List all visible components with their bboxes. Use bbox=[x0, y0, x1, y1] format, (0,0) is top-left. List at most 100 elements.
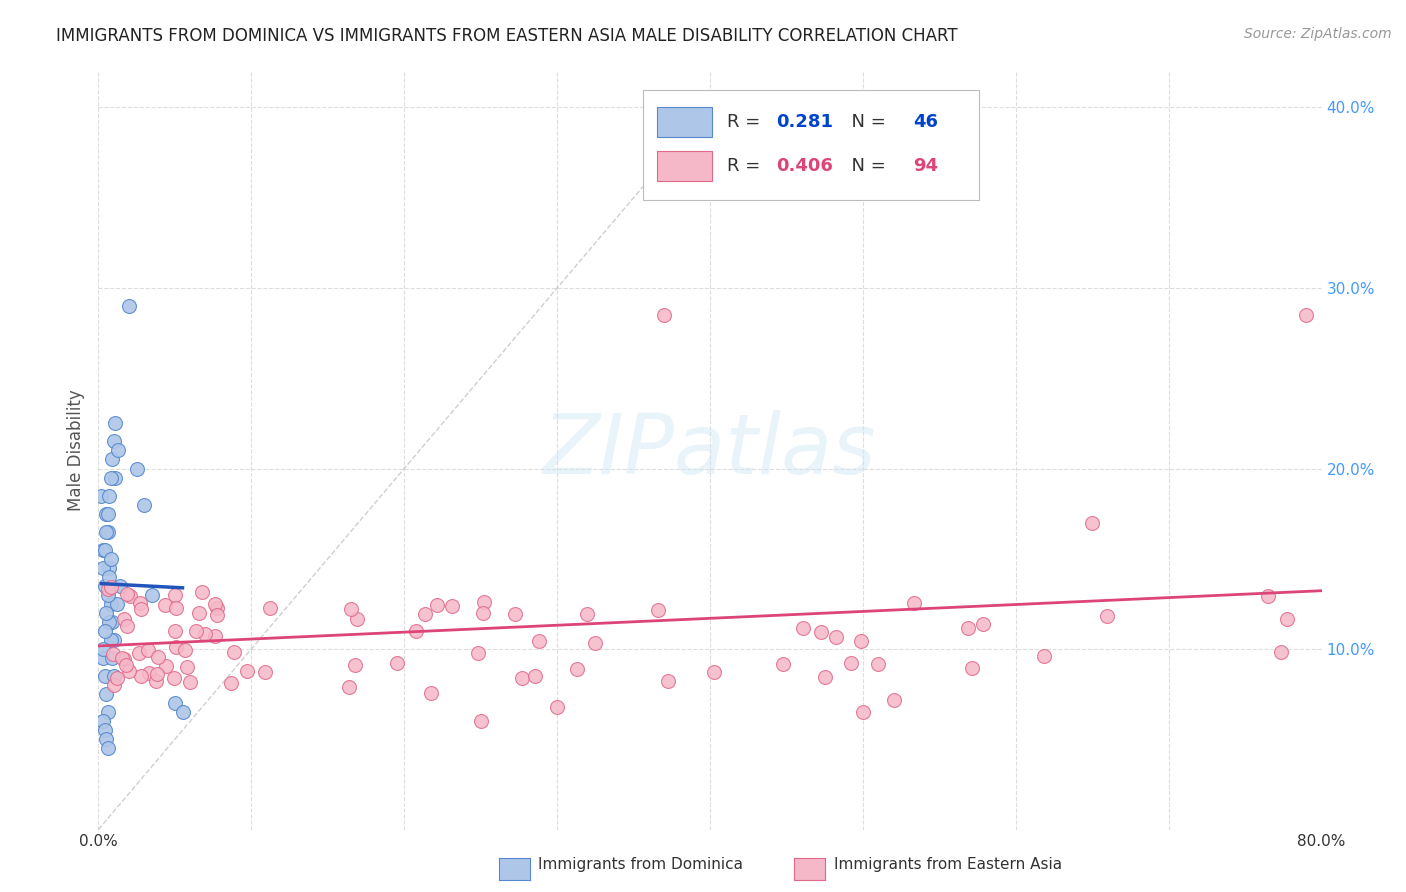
Point bbox=[118, 664, 141, 678]
Point bbox=[111, 651, 134, 665]
Point bbox=[136, 642, 159, 657]
Point bbox=[187, 606, 209, 620]
Point bbox=[100, 597, 122, 611]
Point bbox=[172, 705, 194, 719]
Point bbox=[657, 674, 679, 689]
Point bbox=[153, 599, 176, 613]
Point bbox=[163, 696, 186, 710]
Point bbox=[101, 651, 124, 665]
Point bbox=[527, 633, 550, 648]
Point bbox=[97, 588, 120, 602]
Point bbox=[792, 621, 814, 635]
Point bbox=[93, 669, 115, 683]
Point bbox=[425, 598, 447, 612]
Point bbox=[98, 615, 121, 629]
Point bbox=[98, 561, 121, 575]
Point bbox=[108, 579, 131, 593]
Point bbox=[94, 524, 117, 539]
Point bbox=[107, 443, 129, 458]
Point bbox=[467, 647, 489, 661]
Point bbox=[93, 542, 115, 557]
Point bbox=[115, 586, 138, 600]
Text: 0.406: 0.406 bbox=[776, 157, 832, 175]
Point bbox=[97, 582, 120, 596]
Text: ZIPatlas: ZIPatlas bbox=[543, 410, 877, 491]
Point bbox=[165, 601, 187, 615]
Point bbox=[772, 657, 794, 671]
Point bbox=[97, 507, 120, 521]
Point bbox=[583, 636, 606, 650]
Point bbox=[118, 299, 141, 313]
Point bbox=[523, 668, 546, 682]
Point bbox=[179, 674, 201, 689]
Point bbox=[960, 661, 983, 675]
Point bbox=[163, 588, 186, 602]
Point bbox=[387, 656, 409, 670]
FancyBboxPatch shape bbox=[658, 151, 713, 181]
Point bbox=[510, 671, 533, 685]
Point bbox=[346, 612, 368, 626]
Y-axis label: Male Disability: Male Disability bbox=[67, 390, 86, 511]
Point bbox=[155, 658, 177, 673]
Point bbox=[972, 617, 994, 632]
Point bbox=[103, 434, 125, 449]
Text: R =: R = bbox=[727, 157, 766, 175]
Point bbox=[184, 624, 207, 639]
Point bbox=[204, 629, 226, 643]
FancyBboxPatch shape bbox=[643, 90, 979, 201]
Point bbox=[114, 658, 136, 673]
Point bbox=[852, 705, 875, 719]
Point bbox=[810, 624, 832, 639]
Point bbox=[647, 603, 669, 617]
Point bbox=[163, 624, 186, 638]
Point bbox=[103, 677, 125, 691]
Point bbox=[546, 699, 568, 714]
Point bbox=[145, 666, 167, 681]
Point bbox=[134, 498, 156, 512]
Point bbox=[100, 551, 122, 566]
Point bbox=[652, 163, 675, 178]
Point bbox=[339, 601, 361, 615]
Point bbox=[343, 658, 366, 673]
Point bbox=[120, 589, 142, 603]
Point bbox=[472, 595, 495, 609]
Point bbox=[470, 714, 492, 729]
Point bbox=[814, 670, 837, 684]
Point bbox=[194, 626, 217, 640]
Point bbox=[101, 647, 124, 661]
Point bbox=[91, 542, 114, 557]
Point bbox=[125, 461, 148, 475]
Text: 94: 94 bbox=[912, 157, 938, 175]
Point bbox=[90, 489, 112, 503]
Point bbox=[101, 615, 124, 629]
Point bbox=[98, 489, 121, 503]
Point bbox=[472, 606, 495, 620]
Point bbox=[1295, 308, 1317, 322]
Text: Immigrants from Dominica: Immigrants from Dominica bbox=[538, 857, 744, 872]
Point bbox=[138, 666, 160, 681]
Text: R =: R = bbox=[727, 113, 766, 131]
Point bbox=[839, 657, 862, 671]
Point bbox=[115, 619, 138, 633]
Point bbox=[236, 665, 259, 679]
Point bbox=[222, 645, 245, 659]
Point bbox=[207, 601, 229, 615]
Text: N =: N = bbox=[839, 157, 891, 175]
Point bbox=[219, 676, 242, 690]
Point bbox=[254, 665, 277, 679]
Text: 46: 46 bbox=[912, 113, 938, 131]
Text: 0.281: 0.281 bbox=[776, 113, 834, 131]
Point bbox=[94, 507, 117, 521]
Point bbox=[129, 601, 152, 615]
Point bbox=[141, 588, 163, 602]
Point bbox=[105, 671, 128, 685]
Point bbox=[419, 686, 441, 700]
Point bbox=[101, 452, 124, 467]
Point bbox=[104, 470, 127, 484]
Point bbox=[104, 417, 127, 431]
Point bbox=[100, 580, 122, 594]
Point bbox=[112, 612, 135, 626]
Point bbox=[129, 669, 152, 683]
Point bbox=[103, 669, 125, 683]
Point bbox=[503, 607, 526, 622]
